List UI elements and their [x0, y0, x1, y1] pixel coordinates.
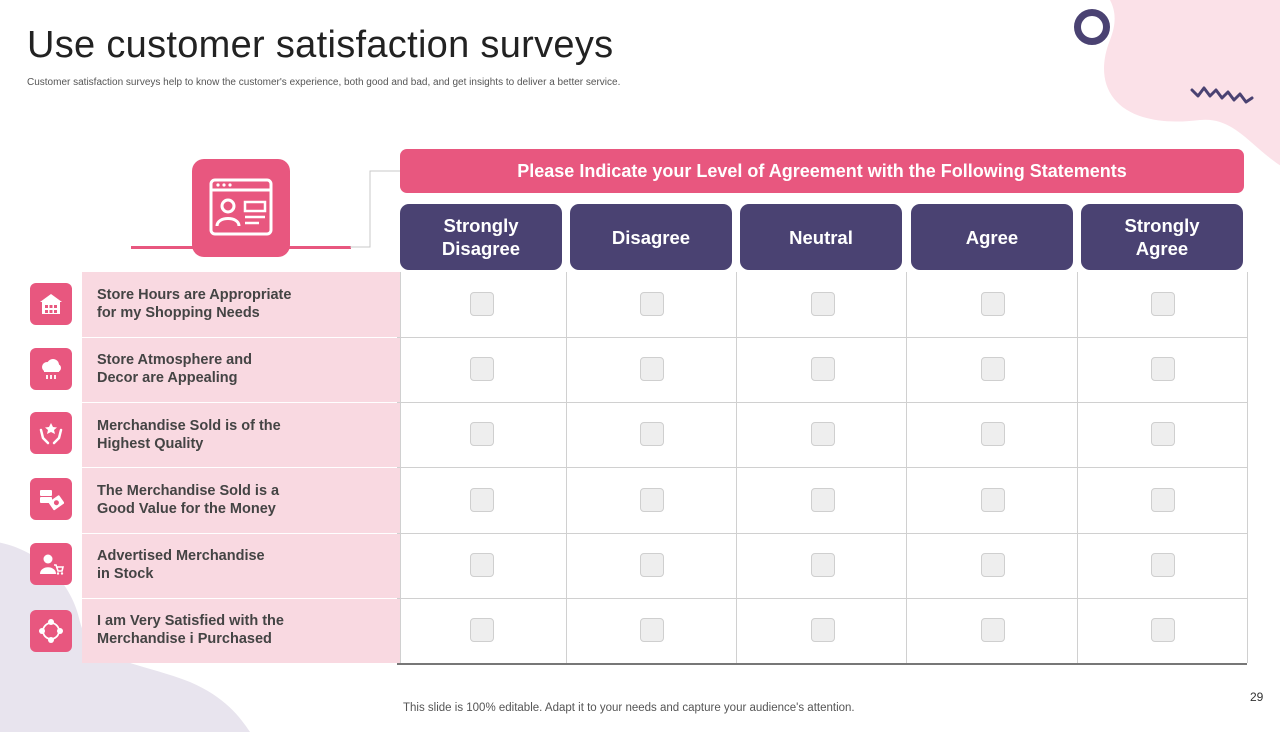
response-checkbox[interactable] [640, 488, 664, 512]
decorative-blob-top-right [1104, 0, 1280, 166]
response-checkbox[interactable] [1151, 357, 1175, 381]
response-checkbox[interactable] [811, 488, 835, 512]
statement-label: Merchandise Sold is of the Highest Quali… [97, 418, 281, 452]
response-checkbox[interactable] [470, 422, 494, 446]
response-checkbox[interactable] [981, 488, 1005, 512]
footer-note: This slide is 100% editable. Adapt it to… [403, 702, 855, 714]
row-separator [82, 337, 400, 338]
response-checkbox[interactable] [640, 422, 664, 446]
grid-bottom-border [397, 663, 1247, 665]
agreement-banner: Please Indicate your Level of Agreement … [400, 149, 1244, 193]
response-checkbox[interactable] [981, 292, 1005, 316]
quality-hands-icon [30, 412, 72, 454]
response-checkbox[interactable] [1151, 292, 1175, 316]
response-checkbox[interactable] [470, 618, 494, 642]
response-checkbox[interactable] [640, 618, 664, 642]
response-checkbox[interactable] [470, 553, 494, 577]
statement-label: Store Atmosphere and Decor are Appealing [97, 352, 252, 386]
response-checkbox[interactable] [811, 422, 835, 446]
response-checkbox[interactable] [1151, 618, 1175, 642]
store-icon [30, 283, 72, 325]
response-checkbox[interactable] [811, 357, 835, 381]
header-connector-line [350, 170, 402, 248]
response-checkbox[interactable] [640, 553, 664, 577]
grid-line [397, 402, 1247, 403]
statement-label: Store Hours are Appropriate for my Shopp… [97, 287, 292, 321]
survey-form-icon [209, 178, 273, 236]
grid-line [1247, 272, 1248, 663]
response-checkbox[interactable] [1151, 488, 1175, 512]
decorative-blob-bottom-left [0, 542, 250, 732]
statement-label: I am Very Satisfied with the Merchandise… [97, 613, 284, 647]
row-separator [82, 598, 400, 599]
statement-label: Advertised Merchandise in Stock [97, 548, 265, 582]
row-separator [82, 467, 400, 468]
response-checkbox[interactable] [640, 357, 664, 381]
row-separator [82, 402, 400, 403]
user-cart-icon [30, 543, 72, 585]
column-header-neutral: Neutral [740, 204, 902, 270]
response-checkbox[interactable] [470, 357, 494, 381]
response-checkbox[interactable] [470, 488, 494, 512]
network-users-icon [30, 610, 72, 652]
response-checkbox[interactable] [470, 292, 494, 316]
response-checkbox[interactable] [981, 357, 1005, 381]
grid-line [397, 467, 1247, 468]
column-header-agree: Agree [911, 204, 1073, 270]
column-header-strongly-disagree: Strongly Disagree [400, 204, 562, 270]
money-icon [30, 478, 72, 520]
grid-line [397, 598, 1247, 599]
row-separator [82, 533, 400, 534]
column-header-strongly-agree: Strongly Agree [1081, 204, 1243, 270]
response-checkbox[interactable] [811, 553, 835, 577]
decorative-zigzag [1190, 86, 1254, 104]
decorative-ring [1074, 9, 1110, 45]
statement-label: The Merchandise Sold is a Good Value for… [97, 483, 280, 517]
grid-line [397, 533, 1247, 534]
weather-icon [30, 348, 72, 390]
grid-line [397, 337, 1247, 338]
page-number: 29 [1250, 690, 1264, 704]
slide-subtitle: Customer satisfaction surveys help to kn… [27, 77, 621, 88]
header-icon-box [192, 159, 290, 257]
response-checkbox[interactable] [1151, 553, 1175, 577]
response-checkbox[interactable] [981, 422, 1005, 446]
response-checkbox[interactable] [811, 618, 835, 642]
column-header-disagree: Disagree [570, 204, 732, 270]
response-checkbox[interactable] [1151, 422, 1175, 446]
response-checkbox[interactable] [981, 618, 1005, 642]
response-checkbox[interactable] [981, 553, 1005, 577]
response-checkbox[interactable] [811, 292, 835, 316]
response-checkbox[interactable] [640, 292, 664, 316]
slide-title: Use customer satisfaction surveys [27, 24, 614, 66]
